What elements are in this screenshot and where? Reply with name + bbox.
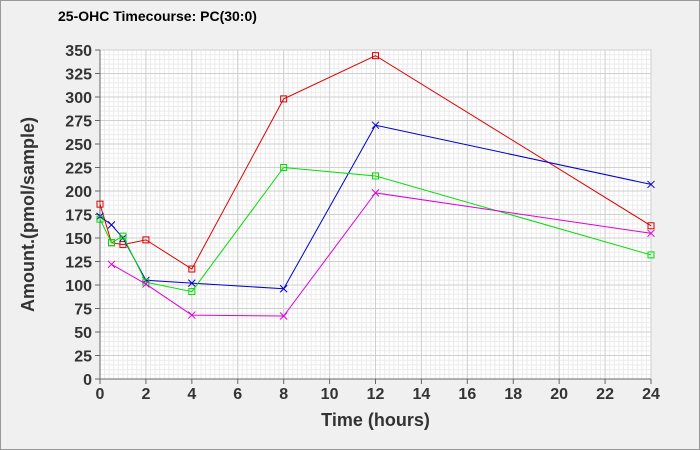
x-tick-label: 8 — [279, 386, 288, 403]
y-tick-label: 50 — [74, 325, 92, 342]
data-point — [647, 222, 655, 230]
y-tick-label: 225 — [65, 161, 92, 178]
y-tick-label: 200 — [65, 184, 92, 201]
data-point — [647, 251, 655, 259]
series-group — [96, 52, 655, 320]
y-tick-label: 100 — [65, 278, 92, 295]
y-tick-label: 275 — [65, 114, 92, 131]
x-tick-label: 2 — [141, 386, 150, 403]
x-tick-label: 4 — [187, 386, 196, 403]
data-point — [96, 215, 104, 223]
data-point — [371, 121, 380, 130]
x-tick-label: 24 — [642, 386, 660, 403]
y-tick-label: 250 — [65, 137, 92, 154]
data-point — [279, 284, 288, 293]
x-tick-label: 0 — [96, 386, 105, 403]
data-point — [188, 265, 196, 273]
data-point — [119, 232, 127, 240]
series-line — [111, 192, 652, 317]
data-point — [279, 312, 288, 320]
chart-title: 25-OHC Timecourse: PC(30:0) — [58, 8, 257, 24]
gridlines — [99, 49, 652, 380]
y-tick-label: 150 — [65, 231, 92, 248]
data-point — [107, 239, 115, 247]
data-point — [647, 180, 655, 189]
data-point — [96, 200, 104, 208]
x-tick-label: 10 — [321, 386, 339, 403]
series-blue-cross — [96, 121, 655, 293]
y-tick-label: 25 — [74, 349, 92, 366]
x-tick-label: 20 — [550, 386, 568, 403]
data-point — [188, 288, 196, 296]
y-tick-label: 175 — [65, 208, 92, 225]
y-tick-label: 325 — [65, 67, 92, 84]
series-green-square — [96, 164, 655, 296]
data-point — [107, 220, 116, 229]
data-point — [107, 260, 116, 269]
data-point — [280, 164, 288, 171]
x-tick-label: 12 — [367, 386, 385, 403]
x-tick-label: 16 — [458, 386, 476, 403]
y-axis-label: Amount.(pmol/sample) — [18, 117, 38, 312]
y-tick-label: 350 — [65, 43, 92, 60]
data-point — [142, 280, 150, 288]
x-tick-label: 22 — [596, 386, 614, 403]
data-point — [187, 279, 196, 287]
data-point — [372, 172, 379, 180]
data-point — [187, 311, 196, 319]
data-point — [280, 95, 288, 103]
y-tick-label: 300 — [65, 90, 92, 107]
tick-labels: 0 2 4 6 8 10 12 14 16 18 20 22 240255075100125150175… — [65, 43, 660, 403]
data-point — [371, 189, 380, 197]
data-point — [372, 52, 379, 60]
data-point — [647, 229, 655, 238]
x-tick-label: 14 — [413, 386, 431, 403]
x-tick-label: 18 — [504, 386, 522, 403]
series-red-square — [96, 52, 655, 273]
y-tick-label: 75 — [74, 302, 92, 319]
x-tick-label: 6 — [233, 386, 242, 403]
y-tick-label: 0 — [83, 372, 92, 389]
data-point — [142, 236, 150, 244]
series-line — [99, 166, 652, 293]
y-tick-label: 125 — [65, 255, 92, 272]
series-line — [99, 55, 652, 270]
x-axis-label: Time (hours) — [321, 410, 430, 430]
data-point — [119, 241, 127, 249]
series-magenta-cross — [107, 189, 655, 320]
